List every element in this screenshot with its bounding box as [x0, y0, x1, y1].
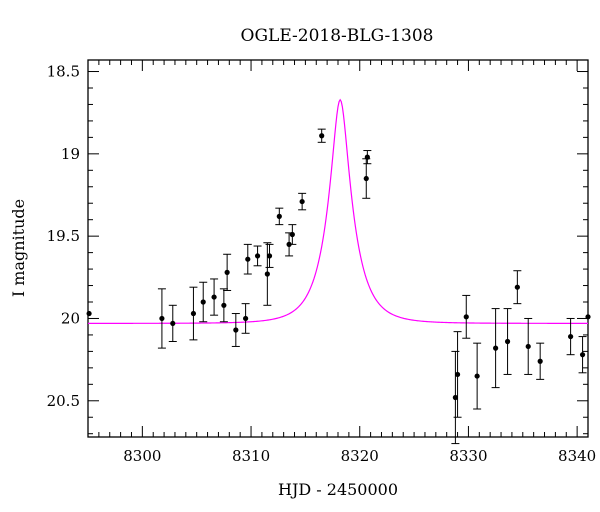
- data-point: [537, 358, 543, 364]
- data-point: [86, 310, 92, 317]
- data-point: [525, 343, 531, 350]
- plot-frame: [87, 59, 589, 438]
- error-bars: [157, 128, 587, 445]
- data-point: [319, 133, 325, 139]
- data-point: [224, 269, 230, 275]
- data-point: [254, 253, 261, 259]
- data-point: [159, 315, 165, 322]
- data-point: [211, 294, 217, 300]
- model-curve: [88, 98, 588, 324]
- data-point: [463, 314, 469, 320]
- y-tick-label: 19: [61, 145, 80, 163]
- axis-ticks: [87, 60, 589, 437]
- data-point: [264, 271, 270, 277]
- data-point: [504, 338, 511, 345]
- data-point: [190, 310, 197, 317]
- y-tick-label: 20: [61, 309, 80, 327]
- x-tick-label: 8340: [558, 447, 596, 465]
- data-point: [514, 284, 520, 290]
- data-points: [86, 133, 591, 401]
- y-tick-label: 20.5: [47, 392, 80, 410]
- data-point: [170, 320, 176, 327]
- data-point: [243, 315, 249, 322]
- data-point: [585, 314, 591, 320]
- data-point: [299, 198, 305, 205]
- x-tick-label: 8330: [449, 447, 487, 465]
- data-point: [276, 213, 282, 219]
- data-point: [493, 345, 499, 351]
- data-point: [364, 154, 370, 160]
- data-point: [245, 256, 251, 262]
- x-tick-label: 8320: [341, 447, 379, 465]
- chart-title: OGLE-2018-BLG-1308: [241, 26, 434, 46]
- data-point: [579, 352, 586, 358]
- data-point: [286, 241, 292, 247]
- data-point: [474, 373, 480, 379]
- data-point: [233, 327, 239, 333]
- x-axis-label: HJD - 2450000: [278, 480, 398, 499]
- y-tick-label: 19.5: [47, 227, 80, 245]
- x-tick-label: 8310: [232, 447, 270, 465]
- data-point: [363, 175, 369, 182]
- data-point: [200, 299, 206, 305]
- y-tick-label: 18.5: [47, 63, 80, 81]
- y-axis-label: I magnitude: [9, 199, 28, 297]
- data-point: [568, 333, 574, 340]
- data-point: [454, 371, 461, 378]
- data-point: [289, 231, 295, 238]
- axis-tick-labels: 8300 8310 8320 8330 8340 18.5 19 19.5 20 20.5: [47, 63, 597, 465]
- x-tick-label: 8300: [123, 447, 161, 465]
- data-point: [266, 253, 273, 259]
- data-point: [452, 394, 458, 401]
- data-point: [221, 302, 227, 308]
